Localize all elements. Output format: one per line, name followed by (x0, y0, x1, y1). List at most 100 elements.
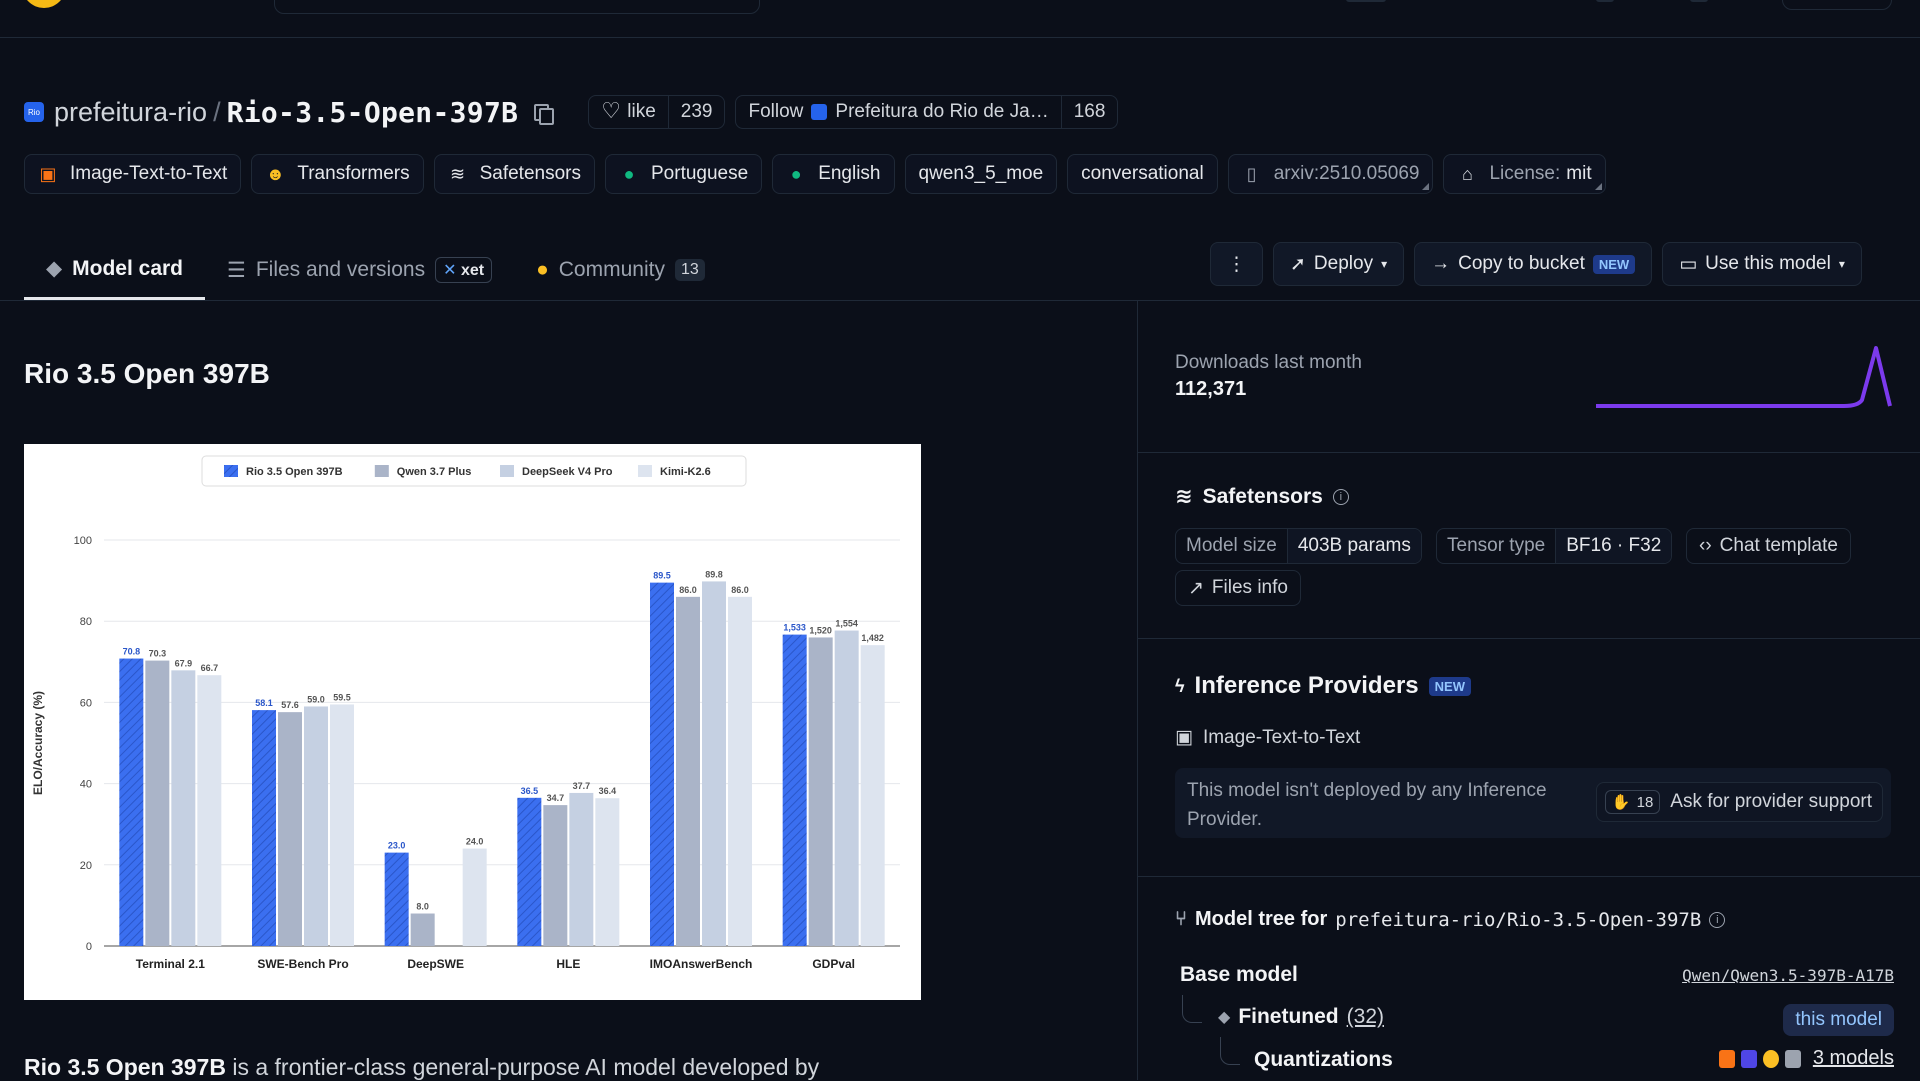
search-input[interactable] (274, 0, 760, 14)
bar (808, 637, 833, 946)
model-name-bold: Rio 3.5 Open 397B (24, 1054, 226, 1080)
quant-provider-icon (1784, 1049, 1801, 1068)
legend-box (201, 455, 747, 487)
safetensors-label: Safetensors (1202, 484, 1323, 508)
heart-icon (601, 98, 621, 124)
tag-image-text-to-text[interactable]: ▣ Image-Text-to-Text (24, 154, 242, 194)
tree-repo: prefeitura-rio/Rio-3.5-Open-397B (1335, 908, 1702, 931)
like-button[interactable]: like 239 (588, 95, 726, 129)
follow-button[interactable]: Follow Prefeitura do Rio de Ja… 168 (735, 95, 1119, 129)
use-this-model-button[interactable]: ▭ Use this model ▾ (1662, 242, 1862, 286)
community-icon: ● (536, 258, 549, 281)
document-icon: ▯ (1246, 163, 1257, 184)
arrow-right-icon: → (1431, 253, 1451, 274)
bar (728, 596, 752, 946)
path-separator: / (213, 96, 221, 127)
y-axis-label: ELO/Accuracy (%) (31, 691, 45, 795)
bar (702, 581, 726, 946)
deploy-button[interactable]: ➚ Deploy ▾ (1273, 242, 1405, 286)
info-icon[interactable]: i (1709, 911, 1726, 928)
tag-label: License: (1489, 163, 1561, 184)
tab-files-and-versions[interactable]: ☰ Files and versions ✕ xet (205, 240, 514, 300)
quantizations-models[interactable]: 3 models (1718, 1047, 1894, 1070)
tag-label: English (818, 163, 881, 184)
legend-swatch (638, 465, 652, 477)
ask-provider-support-button[interactable]: ✋ 18 Ask for provider support (1595, 782, 1883, 822)
inference-task[interactable]: ▣ Image-Text-to-Text (1175, 726, 1360, 749)
inference-label: Inference Providers (1194, 672, 1419, 699)
section-divider (1138, 876, 1920, 877)
base-model-label: Base model (1180, 963, 1298, 986)
image-text-icon: ▣ (39, 163, 57, 184)
org-link[interactable]: prefeitura-rio (54, 96, 208, 127)
data-label: 89.5 (653, 571, 671, 581)
tab-label: Files and versions (255, 258, 426, 281)
finetuned-count-link[interactable]: (32) (1346, 1005, 1384, 1028)
tab-community[interactable]: ● Community 13 (514, 240, 727, 300)
chat-template-button[interactable]: ‹› Chat template (1686, 528, 1851, 564)
new-badge: NEW (1592, 254, 1636, 274)
data-label: 1,482 (861, 633, 884, 643)
bank-icon: ⌂ (1462, 163, 1473, 184)
more-options-button[interactable]: ⋮ (1210, 242, 1263, 286)
org-avatar-icon[interactable]: Rio (24, 102, 44, 122)
hugging-face-logo[interactable] (22, 0, 66, 8)
tag-conversational[interactable]: conversational (1067, 154, 1218, 194)
bar (384, 852, 409, 946)
legend-entry: Qwen 3.7 Plus (397, 466, 472, 478)
quant-models-link[interactable]: 3 models (1812, 1047, 1894, 1069)
data-label: 23.0 (388, 841, 406, 851)
tag-qwen3-5-moe[interactable]: qwen3_5_moe (904, 154, 1058, 194)
top-navigation (0, 0, 1920, 38)
copy-bucket-label: Copy to bucket (1458, 253, 1585, 274)
profile-menu[interactable] (1782, 0, 1892, 10)
base-model-link[interactable]: Qwen/Qwen3.5-397B-A17B (1682, 966, 1894, 985)
finetuned-label: Finetuned (1238, 1005, 1339, 1028)
tag-license[interactable]: ⌂ License: mit (1443, 154, 1606, 194)
deploy-label: Deploy (1313, 253, 1374, 274)
nav-item-fragment[interactable] (1596, 0, 1614, 2)
data-label: 58.1 (255, 698, 273, 708)
repo-header: Rio prefeitura-rio / Rio-3.5-Open-397B l… (24, 94, 1119, 130)
model-intro: Rio 3.5 Open 397B is a frontier-class ge… (24, 1054, 819, 1081)
tag-value: mit (1566, 163, 1592, 184)
bar (410, 913, 435, 946)
tag-label: Transformers (297, 163, 410, 184)
nav-item-fragment[interactable] (1346, 0, 1386, 2)
tag-safetensors[interactable]: ≋ Safetensors (433, 154, 595, 194)
legend-swatch (500, 465, 514, 477)
bar (676, 596, 700, 946)
nav-item-fragment[interactable] (1690, 0, 1708, 2)
follower-count: 168 (1060, 96, 1118, 128)
globe-icon: ● (790, 163, 802, 184)
data-label: 59.5 (333, 692, 351, 702)
info-icon[interactable]: i (1332, 488, 1349, 505)
tree-label: Model tree for (1195, 908, 1328, 930)
tag-portuguese[interactable]: ● Portuguese (605, 154, 763, 194)
benchmark-chart: 0 20 40 60 80 100 ELO/Accuracy (%) 70.8 70.3 67.9… (24, 444, 921, 1000)
data-label: 59.0 (307, 694, 325, 704)
tab-label: Model card (72, 256, 184, 280)
bar (330, 704, 354, 946)
tag-arxiv[interactable]: ▯ arxiv:2510.05069 (1227, 154, 1434, 194)
data-label: 66.7 (201, 663, 219, 673)
bar (197, 675, 222, 946)
tag-english[interactable]: ● English (772, 154, 895, 194)
corner-icon (1594, 183, 1602, 190)
data-label: 67.9 (175, 658, 193, 668)
chevron-down-icon: ▾ (1381, 257, 1388, 271)
monitor-icon: ▭ (1679, 253, 1698, 275)
copy-to-bucket-button[interactable]: → Copy to bucket NEW (1414, 242, 1653, 286)
bar (119, 658, 144, 946)
tag-label: Image-Text-to-Text (70, 163, 228, 184)
legend-swatch (374, 465, 389, 477)
code-icon: ‹› (1699, 535, 1712, 556)
files-info-button[interactable]: ↗ Files info (1175, 570, 1301, 606)
safetensors-title: ≋ Safetensors i (1175, 484, 1349, 509)
copy-icon[interactable] (532, 102, 555, 125)
repo-name[interactable]: Rio-3.5-Open-397B (226, 95, 519, 129)
y-tick-label: 40 (80, 779, 92, 791)
tab-model-card[interactable]: ◆ Model card (24, 240, 206, 300)
tag-transformers[interactable]: ☻ Transformers (251, 154, 424, 194)
tensor-type: Tensor type BF16 · F32 (1436, 528, 1673, 564)
